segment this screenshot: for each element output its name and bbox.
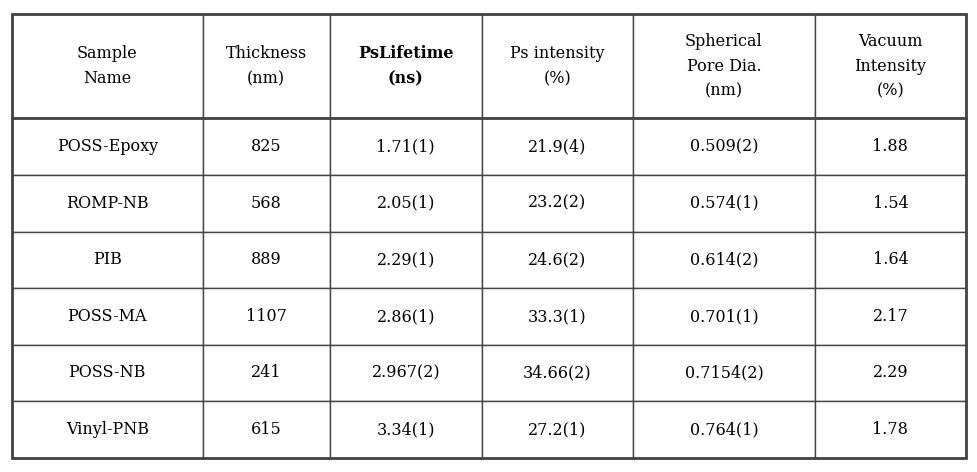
Text: 23.2(2): 23.2(2) <box>528 195 586 212</box>
Bar <box>633 232 814 288</box>
Text: 21.9(4): 21.9(4) <box>528 138 586 155</box>
Text: Thickness
(nm): Thickness (nm) <box>226 45 307 87</box>
Text: 1.71(1): 1.71(1) <box>376 138 435 155</box>
Bar <box>633 14 814 118</box>
Text: 615: 615 <box>251 421 281 438</box>
Text: POSS-MA: POSS-MA <box>67 308 147 325</box>
Text: 0.614(2): 0.614(2) <box>689 252 757 269</box>
Text: 0.509(2): 0.509(2) <box>689 138 757 155</box>
Bar <box>12 232 202 288</box>
Bar <box>12 288 202 345</box>
Text: 2.17: 2.17 <box>871 308 908 325</box>
Bar <box>481 14 633 118</box>
Bar <box>481 288 633 345</box>
Text: POSS-Epoxy: POSS-Epoxy <box>57 138 157 155</box>
Bar <box>814 232 965 288</box>
Text: PIB: PIB <box>93 252 121 269</box>
Bar <box>814 118 965 175</box>
Text: PsLifetime
(ns): PsLifetime (ns) <box>358 45 453 87</box>
Bar <box>329 345 481 401</box>
Bar <box>12 14 202 118</box>
Text: 825: 825 <box>251 138 281 155</box>
Text: 34.66(2): 34.66(2) <box>523 364 591 381</box>
Text: 2.29: 2.29 <box>871 364 908 381</box>
Bar <box>202 401 329 458</box>
Text: 889: 889 <box>251 252 281 269</box>
Bar <box>329 118 481 175</box>
Text: Vinyl-PNB: Vinyl-PNB <box>65 421 149 438</box>
Text: 0.7154(2): 0.7154(2) <box>684 364 763 381</box>
Bar <box>329 232 481 288</box>
Bar <box>633 288 814 345</box>
Text: 0.701(1): 0.701(1) <box>689 308 757 325</box>
Bar <box>633 401 814 458</box>
Bar <box>814 288 965 345</box>
Text: 27.2(1): 27.2(1) <box>528 421 586 438</box>
Bar <box>329 288 481 345</box>
Text: 2.86(1): 2.86(1) <box>376 308 435 325</box>
Bar <box>12 401 202 458</box>
Text: ROMP-NB: ROMP-NB <box>65 195 149 212</box>
Bar <box>329 401 481 458</box>
Text: 568: 568 <box>251 195 281 212</box>
Text: 241: 241 <box>251 364 281 381</box>
Bar <box>12 345 202 401</box>
Text: 2.967(2): 2.967(2) <box>371 364 440 381</box>
Bar <box>329 14 481 118</box>
Bar <box>814 14 965 118</box>
Text: 24.6(2): 24.6(2) <box>528 252 586 269</box>
Bar <box>202 175 329 232</box>
Bar <box>633 175 814 232</box>
Bar <box>481 232 633 288</box>
Bar <box>12 118 202 175</box>
Text: 1.88: 1.88 <box>871 138 908 155</box>
Text: 0.574(1): 0.574(1) <box>689 195 757 212</box>
Bar <box>329 175 481 232</box>
Text: 1.64: 1.64 <box>871 252 908 269</box>
Bar <box>202 118 329 175</box>
Bar <box>202 14 329 118</box>
Bar <box>481 345 633 401</box>
Text: 1.54: 1.54 <box>871 195 908 212</box>
Text: 2.29(1): 2.29(1) <box>376 252 435 269</box>
Text: 1.78: 1.78 <box>871 421 908 438</box>
Text: 1107: 1107 <box>245 308 286 325</box>
Text: 2.05(1): 2.05(1) <box>376 195 435 212</box>
Bar <box>481 118 633 175</box>
Bar <box>481 401 633 458</box>
Bar <box>633 345 814 401</box>
Bar <box>202 232 329 288</box>
Bar <box>202 345 329 401</box>
Bar <box>633 118 814 175</box>
Text: Sample
Name: Sample Name <box>77 45 138 87</box>
Text: Ps intensity
(%): Ps intensity (%) <box>510 45 604 87</box>
Text: POSS-NB: POSS-NB <box>68 364 146 381</box>
Bar <box>814 401 965 458</box>
Bar <box>814 175 965 232</box>
Bar <box>814 345 965 401</box>
Text: Spherical
Pore Dia.
(nm): Spherical Pore Dia. (nm) <box>684 33 762 100</box>
Text: 0.764(1): 0.764(1) <box>689 421 757 438</box>
Bar <box>202 288 329 345</box>
Text: 3.34(1): 3.34(1) <box>376 421 435 438</box>
Bar <box>12 175 202 232</box>
Text: Vacuum
Intensity
(%): Vacuum Intensity (%) <box>854 33 925 100</box>
Text: 33.3(1): 33.3(1) <box>528 308 586 325</box>
Bar <box>481 175 633 232</box>
